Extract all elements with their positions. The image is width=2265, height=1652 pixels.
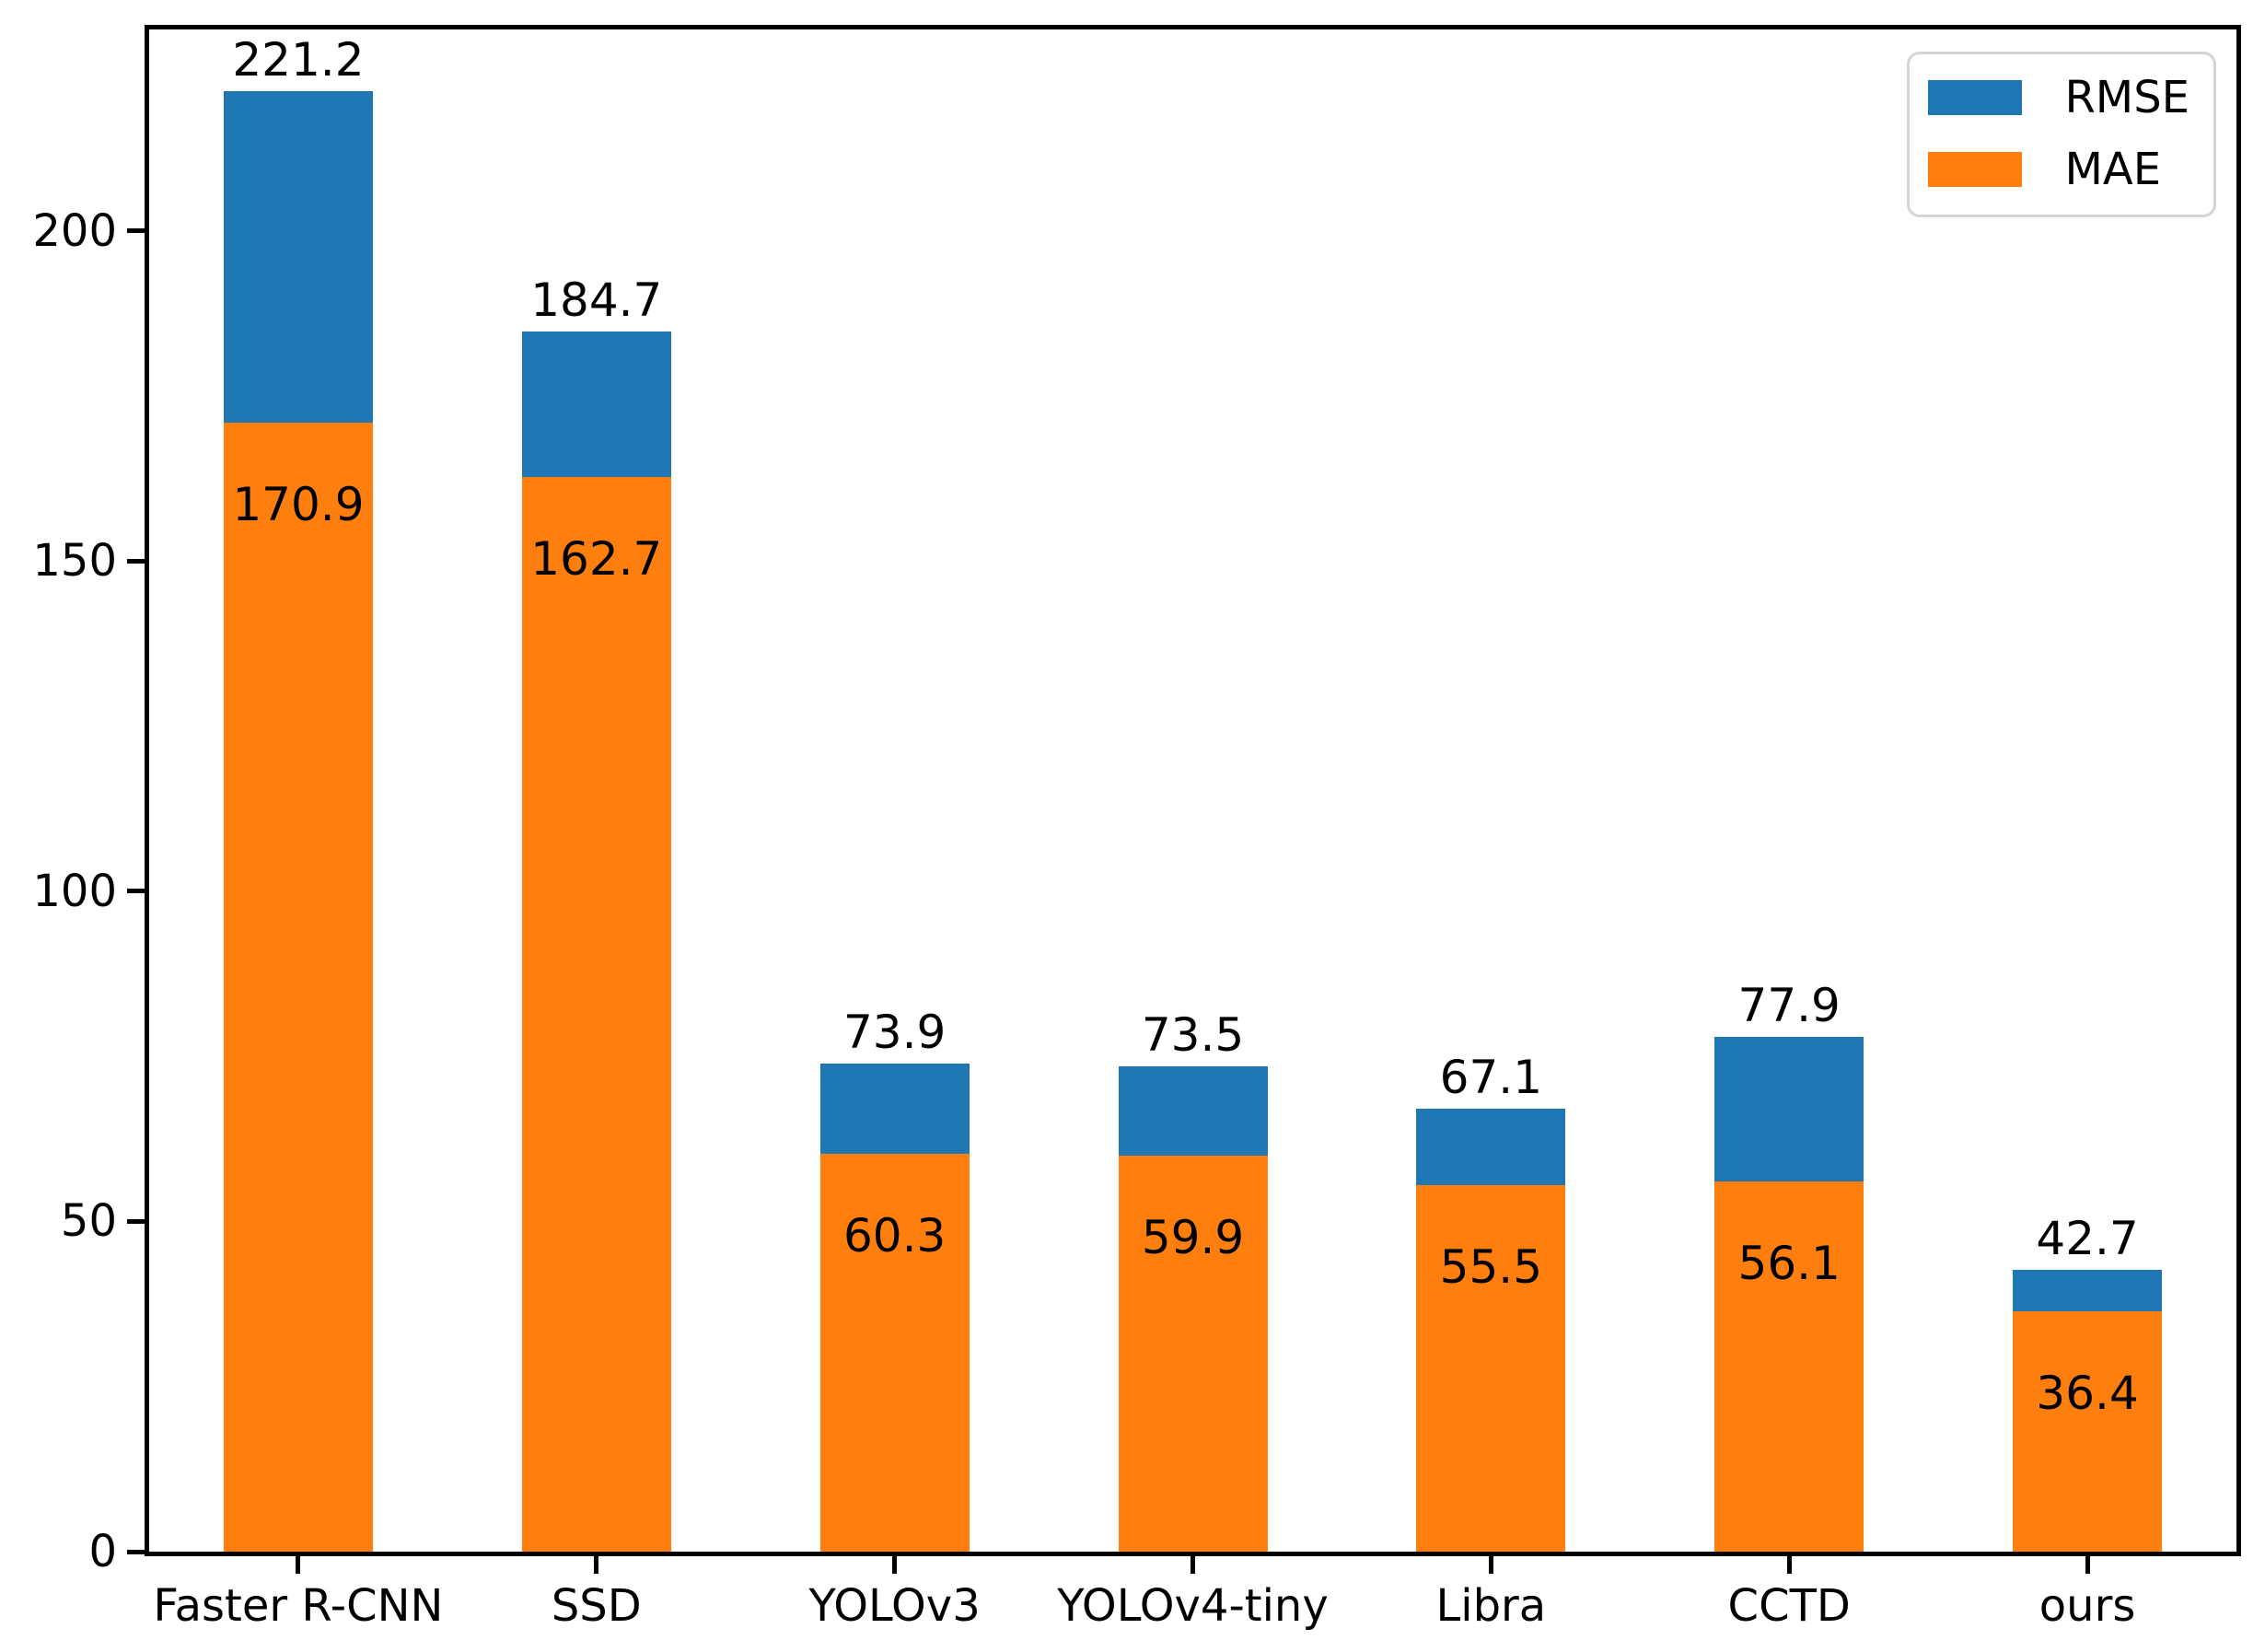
x-axis-tick-mark	[1488, 1556, 1493, 1574]
bar-value-label-rmse: 221.2	[232, 32, 365, 87]
x-axis-category-label: CCTD	[1727, 1580, 1851, 1632]
x-axis-category-label: YOLOv3	[808, 1580, 981, 1632]
y-axis-tick-label: 200	[32, 204, 117, 257]
bar-value-label-mae: 56.1	[1737, 1236, 1841, 1290]
y-axis-tick-mark	[127, 1218, 145, 1224]
y-axis-tick-label: 0	[88, 1526, 117, 1577]
x-axis-tick-mark	[2085, 1556, 2090, 1574]
x-axis-category-label: Faster R-CNN	[153, 1580, 444, 1632]
legend-swatch	[1928, 152, 2023, 187]
y-axis-tick-label: 150	[32, 535, 117, 588]
x-axis-tick-mark	[296, 1556, 301, 1574]
legend-label: MAE	[2064, 144, 2162, 195]
bar-value-label-mae: 162.7	[530, 532, 663, 587]
x-axis-category-label: ours	[2038, 1580, 2136, 1632]
bar-value-label-rmse: 77.9	[1737, 979, 1841, 1033]
bar-value-label-rmse: 184.7	[530, 273, 663, 328]
x-axis-tick-mark	[1786, 1556, 1792, 1574]
bar-mae	[2013, 1310, 2163, 1552]
x-axis-tick-mark	[594, 1556, 599, 1574]
bar-mae	[1118, 1156, 1268, 1552]
legend: RMSE MAE	[1907, 52, 2216, 217]
plot-area: 221.2 170.9 184.7 162.7 73.9 60.3 73.5 59.9 67.1…	[32, 25, 2241, 1632]
x-axis-category-label: YOLOv4-tiny	[1057, 1580, 1329, 1632]
y-axis-tick-label: 50	[60, 1195, 117, 1248]
legend-swatch	[1928, 80, 2023, 115]
bar-value-label-rmse: 73.5	[1141, 1007, 1245, 1062]
legend-item: MAE	[1928, 146, 2190, 192]
bar-mae	[1714, 1181, 1864, 1552]
bar-value-label-rmse: 67.1	[1439, 1050, 1542, 1104]
bar-value-label-mae: 60.3	[842, 1208, 947, 1262]
bar-value-label-mae: 170.9	[232, 478, 365, 532]
x-axis-tick-mark	[892, 1556, 898, 1574]
bar-mae	[521, 477, 671, 1552]
legend-label: RMSE	[2064, 72, 2190, 123]
y-axis-tick-mark	[127, 889, 145, 894]
bar-mae	[819, 1153, 970, 1552]
x-axis-category-label: SSD	[551, 1580, 642, 1632]
legend-item: RMSE	[1928, 75, 2190, 121]
bar-mae	[1416, 1185, 1566, 1552]
bar-value-label-mae: 55.5	[1439, 1239, 1542, 1294]
bar-value-label-mae: 59.9	[1141, 1211, 1245, 1265]
x-axis-category-label: Libra	[1435, 1580, 1547, 1632]
y-axis-tick-mark	[127, 558, 145, 564]
bar-value-label-mae: 36.4	[2036, 1366, 2139, 1420]
y-axis-tick-label: 100	[32, 865, 117, 917]
bar-value-label-rmse: 73.9	[842, 1006, 947, 1060]
y-axis-tick-mark	[127, 228, 145, 234]
bar-mae	[223, 423, 373, 1552]
bar-value-label-rmse: 42.7	[2036, 1211, 2139, 1265]
y-axis-tick-mark	[127, 1549, 145, 1554]
x-axis-tick-mark	[1191, 1556, 1195, 1574]
